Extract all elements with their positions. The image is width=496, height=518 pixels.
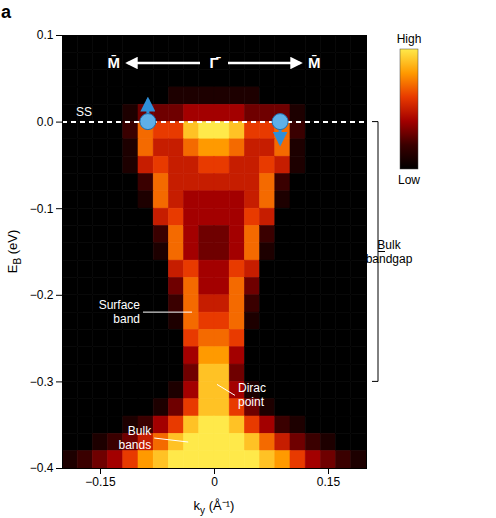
svg-text:Bulkbandgap: Bulkbandgap — [366, 238, 413, 266]
svg-text:−0.4: −0.4 — [30, 461, 54, 475]
svg-text:Surfaceband: Surfaceband — [99, 298, 141, 326]
svg-text:0.0: 0.0 — [37, 115, 54, 129]
svg-text:M̄: M̄ — [308, 54, 321, 71]
svg-text:High: High — [397, 32, 422, 46]
svg-text:−0.15: −0.15 — [85, 475, 116, 489]
svg-text:0.15: 0.15 — [317, 475, 341, 489]
svg-text:0.1: 0.1 — [37, 28, 54, 42]
svg-text:SS: SS — [76, 105, 92, 119]
svg-text:Γ̄: Γ̄ — [209, 54, 221, 71]
svg-text:ky (Å⁻¹): ky (Å⁻¹) — [194, 498, 235, 516]
svg-text:Low: Low — [398, 173, 420, 187]
svg-text:M̄: M̄ — [107, 54, 120, 71]
svg-text:Bulkbands: Bulkbands — [118, 424, 152, 452]
svg-text:Diracpoint: Diracpoint — [238, 381, 266, 409]
svg-text:−0.3: −0.3 — [30, 375, 54, 389]
svg-text:EB (eV): EB (eV) — [5, 230, 23, 274]
svg-text:−0.1: −0.1 — [30, 202, 54, 216]
svg-text:−0.2: −0.2 — [30, 288, 54, 302]
svg-text:0: 0 — [211, 475, 218, 489]
svg-text:a: a — [1, 2, 12, 22]
